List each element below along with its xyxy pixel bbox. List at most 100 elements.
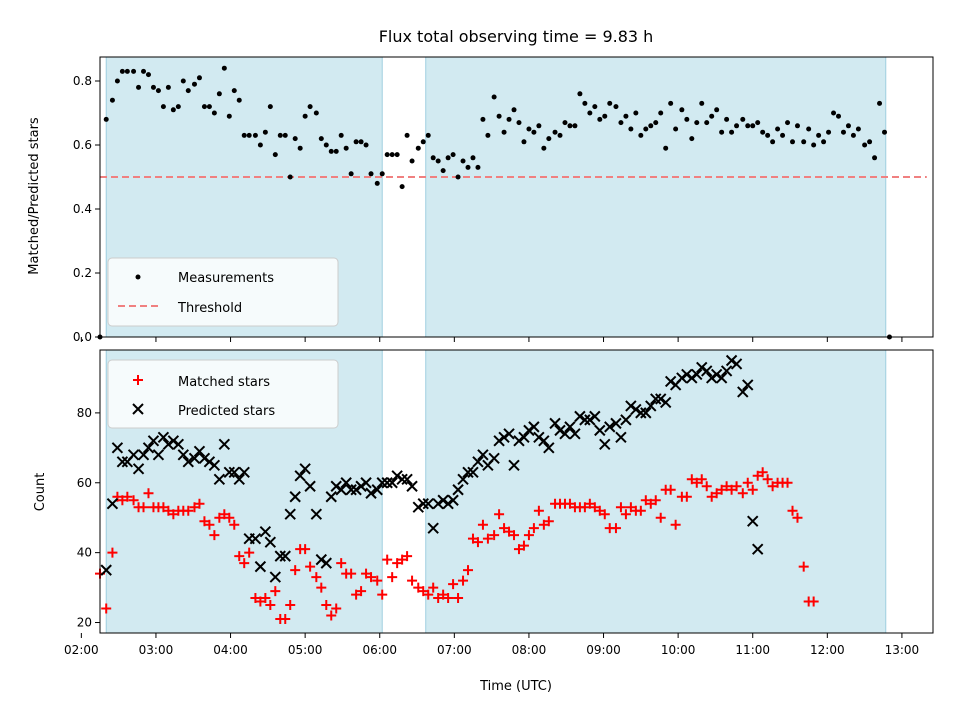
predicted-star-point [594, 424, 606, 437]
predicted-star-point [294, 470, 306, 482]
measurement-point [516, 120, 522, 126]
matched-star-point [387, 572, 398, 583]
predicted-star-point [472, 456, 484, 468]
predicted-star-point [569, 428, 581, 440]
measurement-point [760, 129, 766, 135]
measurement-point [103, 116, 109, 122]
predicted-star-point [320, 557, 332, 569]
measurement-point [663, 145, 669, 151]
measurement-point [618, 120, 624, 126]
measurement-point [546, 136, 552, 142]
predicted-star-point [640, 407, 652, 419]
measurement-point [358, 139, 364, 145]
predicted-star-point [508, 459, 520, 472]
predicted-star-point [710, 368, 723, 381]
measurement-point [836, 113, 842, 119]
measurement-point [689, 136, 695, 142]
measurement-point [241, 132, 247, 138]
measurement-point [673, 126, 679, 132]
measurement-point [709, 113, 715, 119]
matched-star-point [655, 512, 666, 523]
predicted-star-point [391, 470, 403, 482]
predicted-star-point [630, 403, 642, 416]
bottom-plot-frame [99, 349, 934, 634]
measurement-point [633, 110, 639, 116]
x-tick-label: 04:00 [213, 643, 248, 657]
predicted-star-point [279, 550, 291, 562]
measurement-point [801, 139, 807, 145]
matched-star-point [543, 516, 554, 527]
predicted-star-point [116, 456, 129, 468]
predicted-star-point [559, 428, 571, 440]
matched-star-point [792, 512, 803, 523]
predicted-star-point [340, 477, 352, 489]
measurement-point [394, 152, 400, 158]
measurement-point [460, 158, 466, 164]
measurement-point [425, 132, 431, 138]
measurement-point [399, 184, 405, 190]
bottom-y-tick-label: 20 [77, 616, 92, 630]
measurement-point [724, 116, 730, 122]
predicted-star-point [493, 435, 505, 447]
matched-star-point [423, 589, 434, 600]
measurement-point [170, 107, 176, 113]
predicted-star-point [664, 375, 677, 388]
measurement-point [648, 123, 654, 129]
measurement-point [821, 139, 827, 145]
matched-star-point [107, 547, 118, 558]
matched-star-point [494, 509, 505, 520]
predicted-star-point [218, 438, 231, 451]
measurement-point [465, 164, 471, 170]
matched-star-point [122, 491, 133, 502]
matched-star-point [443, 593, 454, 604]
measurement-point [750, 123, 756, 129]
measurement-point [653, 120, 659, 126]
matched-star-point [701, 481, 712, 492]
matched-star-point [472, 537, 483, 548]
measurement-point [119, 68, 125, 74]
measurement-point [185, 88, 191, 94]
predicted-star-point [100, 564, 112, 576]
predicted-star-point [589, 410, 601, 423]
predicted-star-point [518, 431, 530, 444]
predicted-star-point [198, 452, 211, 465]
bottom-y-tick-label: 60 [77, 476, 92, 490]
predicted-star-point [498, 431, 510, 444]
matched-star-point [533, 505, 544, 516]
measurement-point [511, 107, 517, 113]
predicted-star-point [635, 407, 647, 419]
measurement-point [415, 145, 421, 151]
measurement-point [714, 107, 720, 113]
matched-star-point [448, 579, 459, 590]
chart-title: Flux total observing time = 9.83 h [379, 27, 654, 46]
predicted-star-point [269, 571, 282, 583]
x-tick-label: 08:00 [512, 643, 547, 657]
matched-star-point [696, 474, 707, 485]
matched-star-point [402, 551, 413, 562]
predicted-star-point [127, 449, 140, 461]
measurement-point [420, 139, 426, 145]
matched-star-point [239, 558, 250, 569]
predicted-star-point [686, 372, 698, 384]
matched-star-point [787, 505, 798, 516]
measurement-point [862, 142, 868, 148]
matched-star-point [300, 544, 311, 555]
predicted-star-point [325, 491, 337, 503]
matched-star-point [346, 568, 357, 579]
matched-star-point [635, 505, 646, 516]
measurement-point [338, 132, 344, 138]
matched-star-point [782, 477, 793, 488]
top-plot-frame [99, 56, 934, 338]
predicted-star-point [371, 484, 383, 496]
x-tick-label: 12:00 [810, 643, 845, 657]
measurement-point [221, 65, 227, 71]
top-legend: Measurements Threshold [107, 257, 339, 327]
measurement-point [557, 132, 563, 138]
measurement-point [480, 116, 486, 122]
measurements-legend-label: Measurements [178, 271, 274, 286]
predicted-star-point [579, 414, 591, 426]
predicted-star-point [228, 466, 240, 478]
predicted-star-point [417, 498, 429, 510]
predicted-star-point [284, 508, 296, 520]
measurement-point [694, 120, 700, 126]
